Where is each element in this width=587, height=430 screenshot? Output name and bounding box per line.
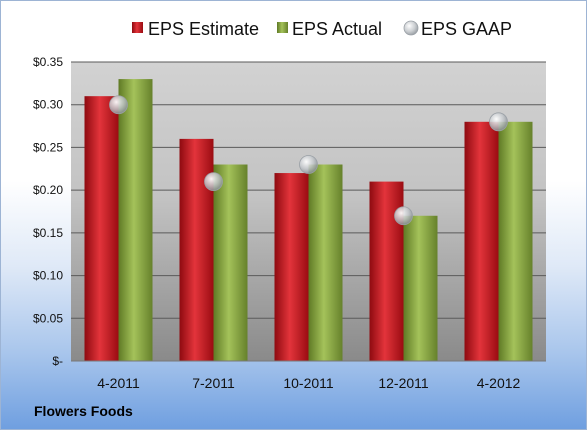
y-tick-label: $0.35 [33,55,63,69]
y-tick-label: $0.15 [33,226,63,240]
marker-eps-gaap [489,112,508,132]
legend-actual-label: EPS Actual [292,19,382,39]
bar-eps-actual [308,164,343,361]
legend-actual-swatch [277,22,288,33]
marker-eps-gaap [109,95,128,115]
bar-eps-actual [498,121,533,361]
legend-gaap-swatch [403,20,419,36]
marker-eps-gaap [204,172,223,192]
y-tick-label: $0.20 [33,183,63,197]
y-tick-label: $0.10 [33,269,63,283]
bar-eps-actual [403,215,438,361]
x-tick-label: 7-2011 [192,375,235,391]
bar-eps-estimate [274,173,309,361]
bar-eps-actual [118,79,153,361]
bar-eps-estimate [84,96,119,362]
y-tick-label: $0.25 [33,140,63,154]
x-tick-label: 10-2011 [283,375,334,391]
gaap-markers [109,95,508,226]
bar-eps-estimate [464,121,499,361]
x-tick-label: 4-2011 [97,375,140,391]
x-axis-ticks: 4-2011 7-2011 10-2011 12-2011 4-2012 [97,375,520,391]
bars [84,79,533,362]
legend-gaap-label: EPS GAAP [421,19,512,39]
legend-estimate-label: EPS Estimate [148,19,259,39]
x-tick-label: 12-2011 [378,375,429,391]
bar-eps-estimate [179,138,214,361]
bar-eps-actual [213,164,248,361]
marker-eps-gaap [299,155,318,174]
y-axis-ticks: $- $0.05 $0.10 $0.15 $0.20 $0.25 $0.30 $0.35 [33,55,63,368]
y-tick-label: $0.05 [33,311,63,325]
y-tick-label: $- [52,354,63,368]
x-tick-label: 4-2012 [477,375,521,391]
company-name: Flowers Foods [34,403,133,419]
chart-legend: EPS Estimate EPS Actual EPS GAAP [132,19,512,39]
legend-estimate-swatch [132,22,143,33]
marker-eps-gaap [394,206,413,226]
y-tick-label: $0.30 [33,98,63,112]
